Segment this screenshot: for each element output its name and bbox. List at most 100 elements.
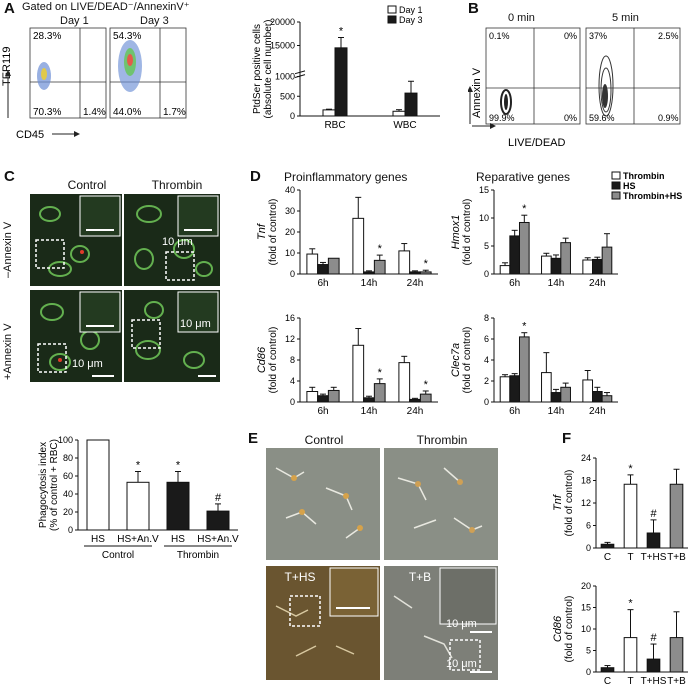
a-bar-legend-swatch <box>387 15 397 24</box>
c-bar-category-label: HS <box>91 534 105 545</box>
d-cd86-category-label: 24h <box>407 406 424 417</box>
f-tnf-ytick-label: 18 <box>581 476 591 486</box>
e-title-t-b: T+B <box>408 570 432 584</box>
f-cd86-bar <box>669 637 684 673</box>
d-clec7a-bar <box>582 379 594 403</box>
d-cd86-bar <box>327 389 340 403</box>
a-bar-y-axis-label: PtdSer positive cells <box>252 24 263 114</box>
d-hmox1-bar <box>541 255 552 275</box>
c-scale-label-1: 10 μm <box>162 236 193 248</box>
e-title-thrombin: Thrombin <box>416 433 468 447</box>
d-cd86-category-label: 6h <box>317 406 328 417</box>
b2-q2: 2.5% <box>658 31 679 41</box>
d-clec7a-ytick-label: 8 <box>484 313 489 323</box>
a-bar-ytick-label: 1000 <box>275 72 295 82</box>
d-cd86-significance: * <box>424 379 429 391</box>
c-bar-bar <box>86 439 110 531</box>
f-cd86-y-axis-label: (fold of control) <box>564 596 575 663</box>
d-hmox1-legend-label: Thrombin+HS <box>623 191 682 201</box>
a-bar-bar <box>392 110 406 117</box>
b2-q3: 59.6% <box>589 113 615 123</box>
d-cd86-ytick-label: 0 <box>290 397 295 407</box>
panel-letter-e: E <box>248 430 259 447</box>
c-bar-bar <box>206 510 230 531</box>
d-clec7a-gene-label: Clec7a <box>450 343 462 377</box>
flow-a1-title: Day 1 <box>60 15 89 27</box>
d-clec7a-significance: * <box>522 321 527 333</box>
d-cd86-bar <box>317 395 329 403</box>
a-bar-axis-break <box>294 70 306 75</box>
flow-b1-title: 0 min <box>508 12 535 24</box>
c-bar-bar <box>166 481 190 531</box>
d-hmox1-bar <box>582 259 594 275</box>
a-bar-significance: * <box>339 26 344 38</box>
f-tnf-significance: * <box>628 463 633 475</box>
b1-q1: 0.1% <box>489 31 510 41</box>
f-tnf-ytick-label: 12 <box>581 498 591 508</box>
d-hmox1-legend-swatch <box>611 191 621 200</box>
d-tnf-category-label: 14h <box>361 278 378 289</box>
b-x-axis-label: LIVE/DEAD <box>508 137 566 149</box>
d-tnf-ytick-label: 0 <box>290 269 295 279</box>
micrograph-e-control <box>266 448 380 560</box>
d-hmox1-bar <box>509 235 520 275</box>
c-bar-y-axis-label: (% of control + RBC) <box>49 439 60 531</box>
a2-q1: 54.3% <box>113 31 141 42</box>
panel-letter-a: A <box>4 0 15 17</box>
c-bar-significance: * <box>176 460 181 472</box>
a-bar-ytick-label: 20000 <box>270 17 295 27</box>
d-tnf-gene-label: Tnf <box>256 223 268 240</box>
e-scale-label-2: 10 μm <box>446 658 477 670</box>
f-tnf-category-label: T+B <box>667 552 686 563</box>
f-tnf-category-label: C <box>604 552 611 563</box>
c-col-control: Control <box>67 178 107 192</box>
a-bar-legend-label: Day 3 <box>399 15 423 25</box>
d-cd86-category-label: 14h <box>361 406 378 417</box>
flow-plots-b: Annexin V LIVE/DEAD 0.1% 0% 99.9% 0% 37%… <box>468 27 681 149</box>
b2-q1: 37% <box>589 31 607 41</box>
d-cd86-ytick-label: 4 <box>290 376 295 386</box>
a-bar-legend-swatch <box>387 5 397 14</box>
d-hmox1-ytick-label: 0 <box>484 269 489 279</box>
a-bar-ytick-label: 500 <box>280 91 295 101</box>
f-cd86-bar <box>623 637 638 673</box>
d-clec7a-category-label: 6h <box>509 406 520 417</box>
d-tnf-y-axis-label: (fold of control) <box>268 199 279 266</box>
d-hmox1-legend-swatch <box>611 171 621 180</box>
d-tnf-ytick-label: 10 <box>285 248 295 258</box>
micrograph-e-t-b <box>384 566 498 680</box>
c-bar-category-label: HS+An.V <box>197 534 239 545</box>
d-clec7a-bar <box>601 395 613 403</box>
f-cd86-ytick-label: 0 <box>586 667 591 677</box>
a-bar-ytick-label: 0 <box>290 111 295 121</box>
c-bar-ytick-label: 40 <box>63 489 73 499</box>
f-cd86-ytick-label: 15 <box>581 603 591 613</box>
f-tnf-bar <box>623 483 638 549</box>
b1-q4: 0% <box>564 113 577 123</box>
f-tnf-significance: # <box>650 508 657 520</box>
e-title-control: Control <box>304 433 344 447</box>
d-tnf-bar <box>306 253 319 275</box>
a-y-axis-label: TER119 <box>1 46 13 86</box>
d-hmox1-category-label: 14h <box>548 278 565 289</box>
d-hmox1-y-axis-label: (fold of control) <box>462 199 473 266</box>
d-clec7a-category-label: 24h <box>589 406 606 417</box>
d-tnf-bar <box>409 271 421 275</box>
d-clec7a-bar <box>550 392 562 403</box>
panel-letter-b: B <box>468 0 479 17</box>
flow-b2-title: 5 min <box>612 12 639 24</box>
d-cd86-bar <box>363 397 375 403</box>
c-bar-ytick-label: 100 <box>58 435 73 445</box>
d-cd86-bar <box>352 344 365 403</box>
f-cd86-category-label: T <box>627 676 633 686</box>
a2-q4: 1.7% <box>163 107 186 118</box>
d-clec7a-bar <box>541 372 552 403</box>
d-hmox1-bar <box>592 258 603 275</box>
d-hmox1-bar <box>499 265 511 275</box>
d-clec7a-bar <box>560 386 571 403</box>
d-clec7a-ytick-label: 0 <box>484 397 489 407</box>
f-cd86-ytick-label: 5 <box>586 646 591 656</box>
d-hmox1-bar <box>601 246 613 275</box>
f-cd86-category-label: T+B <box>667 676 686 686</box>
micrograph-control-minus <box>30 194 122 286</box>
